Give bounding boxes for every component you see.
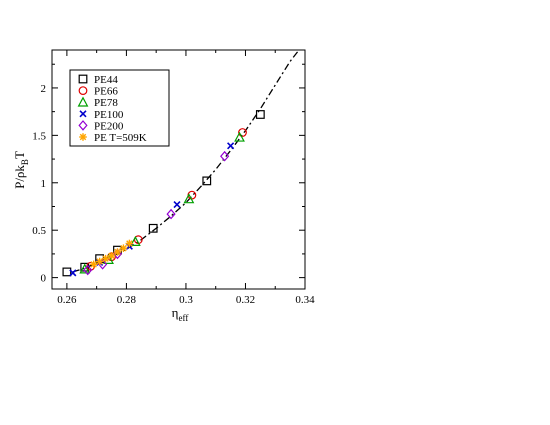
legend-marker-pe66: [78, 86, 88, 95]
data-point-pe44: [148, 223, 158, 233]
data-point-pe200: [166, 208, 176, 220]
legend-marker-pe78: [77, 96, 89, 107]
x-axis-title-sub: eff: [178, 313, 188, 323]
x-tick-label: 0.26: [57, 294, 77, 306]
data-point-pe100: [173, 201, 181, 209]
data-point-pe78: [79, 263, 91, 274]
y-tick-label: 2: [41, 83, 47, 95]
data-point-pe44: [62, 267, 72, 277]
data-point-pe44: [255, 110, 265, 119]
data-point-pe-t-509k: [95, 257, 104, 266]
data-point-pe-t-509k: [125, 239, 134, 248]
data-point-pe44: [202, 176, 212, 186]
y-axis-title: P/ρkBT: [12, 151, 30, 189]
legend-marker-pe-t-509k: [79, 133, 87, 141]
x-axis-title-main: η: [172, 305, 179, 320]
axis-layer: 0.26 0.28 0.3 0.32 0.34 0 0.5 1 1.5 2: [32, 50, 315, 306]
data-point-pe-t-509k: [101, 254, 110, 263]
data-point-pe-t-509k: [119, 244, 128, 253]
data-point-pe78: [183, 193, 195, 204]
legend-label-pe-t-509k: PE T=509K: [94, 132, 147, 144]
legend-label-pe200: PE200: [94, 120, 124, 132]
x-tick-label: 0.3: [179, 294, 193, 306]
x-axis-title: ηeff: [172, 305, 189, 323]
legend-marker-pe100: [79, 110, 87, 118]
y-tick-label: 1: [41, 178, 47, 190]
y-axis-title-suffix: T: [12, 151, 27, 159]
x-tick-label: 0.34: [295, 294, 315, 306]
y-tick-label: 0: [41, 273, 47, 285]
x-tick-label: 0.28: [117, 294, 137, 306]
data-point-pe-t-509k: [113, 248, 122, 256]
y-axis-title-prefix: P/ρk: [12, 165, 27, 189]
x-tick-label: 0.32: [236, 294, 255, 306]
data-point-pe-t-509k: [107, 252, 116, 260]
y-axis-title-sub: B: [20, 159, 30, 165]
legend-label-pe66: PE66: [94, 86, 118, 98]
plot-frame: [51, 49, 306, 290]
legend-label-pe78: PE78: [94, 97, 118, 109]
marker-layer: [62, 110, 265, 277]
data-point-pe78: [129, 235, 141, 246]
data-point-pe-t-509k: [89, 260, 98, 269]
data-point-pe100: [69, 269, 77, 277]
data-point-pe100: [227, 142, 235, 150]
data-point-pe66: [238, 128, 247, 137]
legend-label-pe100: PE100: [94, 109, 124, 121]
y-tick-label: 0.5: [32, 225, 46, 237]
data-point-pe200: [83, 264, 93, 276]
legend-label-pe44: PE44: [94, 74, 118, 86]
data-point-pe78: [234, 131, 245, 142]
legend-marker-pe44: [78, 74, 88, 84]
y-tick-label: 1.5: [32, 130, 46, 142]
legend-marker-pe200: [78, 120, 88, 131]
data-point-pe200: [220, 150, 230, 162]
